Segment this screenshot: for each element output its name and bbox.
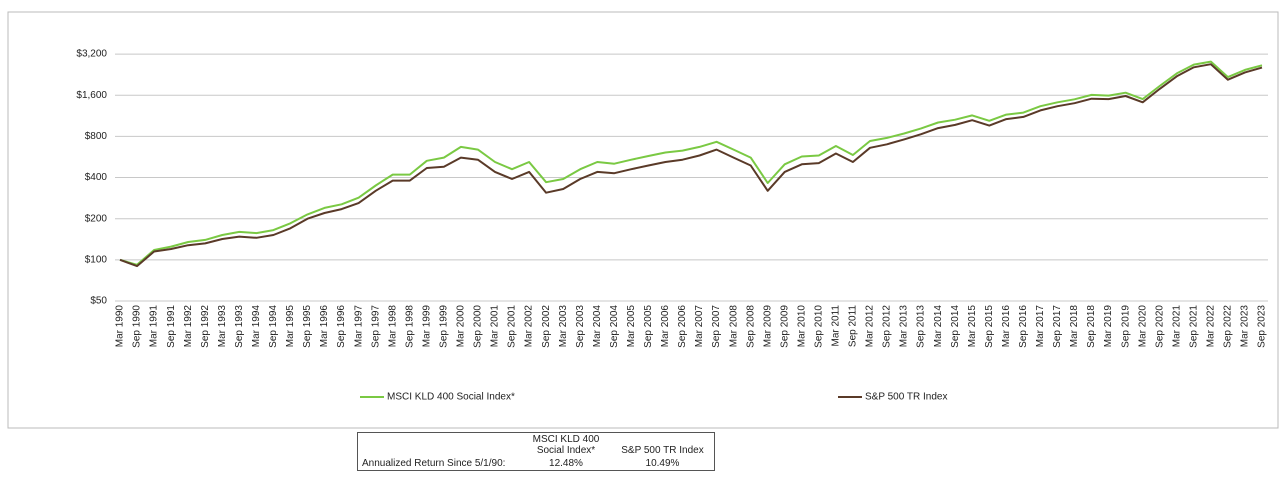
x-tick-label: Sep 2004 [609, 305, 620, 348]
x-tick-label: Sep 2008 [745, 305, 756, 348]
x-tick-label: Mar 2014 [933, 305, 944, 348]
x-tick-label: Sep 2006 [677, 305, 688, 348]
x-tick-label: Mar 2023 [1240, 305, 1251, 348]
x-tick-label: Mar 2018 [1069, 305, 1080, 348]
table-row: Annualized Return Since 5/1/90: 12.48% 1… [358, 457, 715, 471]
x-tick-label: Mar 2008 [728, 305, 739, 348]
x-tick-label: Sep 1996 [336, 305, 347, 348]
x-tick-label: Sep 1999 [438, 305, 449, 348]
x-tick-label: Sep 2009 [779, 305, 790, 348]
x-tick-label: Mar 2007 [694, 305, 705, 348]
x-tick-label: Mar 1999 [421, 305, 432, 348]
x-tick-label: Sep 2012 [882, 305, 893, 348]
x-tick-label: Sep 1990 [132, 305, 143, 348]
x-tick-label: Sep 2019 [1120, 305, 1131, 348]
series-line [119, 60, 1263, 266]
x-tick-label: Mar 2017 [1035, 305, 1046, 348]
x-tick-label: Mar 2009 [762, 305, 773, 348]
x-tick-label: Mar 2022 [1206, 305, 1217, 348]
x-tick-label: Mar 1997 [353, 305, 364, 348]
legend-label: S&P 500 TR Index [865, 392, 947, 403]
table-header: MSCI KLD 400 Social Index* S&P 500 TR In… [358, 433, 715, 458]
x-tick-label: Mar 2015 [967, 305, 978, 348]
x-tick-label: Mar 2002 [524, 305, 535, 348]
x-tick-label: Sep 2015 [984, 305, 995, 348]
cell: 10.49% [645, 458, 680, 469]
header-cell: S&P 500 TR Index [621, 445, 704, 456]
x-tick-label: Sep 2000 [473, 305, 484, 348]
x-tick-label: Mar 2016 [1001, 305, 1012, 348]
legend-label: MSCI KLD 400 Social Index* [387, 392, 515, 403]
x-tick-label: Sep 2020 [1154, 305, 1165, 348]
x-tick-label: Mar 2006 [660, 305, 671, 348]
x-tick-label: Mar 1990 [115, 305, 126, 348]
x-tick-label: Mar 1992 [183, 305, 194, 348]
y-tick-label: $3,200 [76, 49, 107, 60]
x-tick-label: Sep 2014 [950, 305, 961, 348]
cell: 12.48% [549, 458, 583, 469]
x-tick-label: Mar 2013 [899, 305, 910, 348]
x-tick-label: Sep 1995 [302, 305, 313, 348]
x-tick-label: Mar 1994 [251, 305, 262, 348]
x-tick-label: Sep 2010 [813, 305, 824, 348]
x-tick-label: Mar 1998 [387, 305, 398, 348]
chart: $50 $100 $200 $400 $800 $1,600 $3,200 Mar 1990 S… [7, 11, 1279, 429]
x-tick-label: Mar 2005 [626, 305, 637, 348]
y-tick-label: $400 [85, 172, 108, 183]
x-tick-label: Sep 2007 [711, 305, 722, 348]
chart-border [7, 11, 1279, 429]
x-tick-label: Sep 1998 [404, 305, 415, 348]
x-tick-label: Mar 2012 [865, 305, 876, 348]
y-tick-label: $100 [85, 254, 108, 265]
x-tick-label: Sep 2017 [1052, 305, 1063, 348]
x-tick-label: Sep 2016 [1018, 305, 1029, 348]
x-tick-label: Sep 2013 [916, 305, 927, 348]
x-tick-label: Sep 2021 [1188, 305, 1199, 348]
x-tick-label: Sep 2018 [1086, 305, 1097, 348]
x-tick-label: Mar 2020 [1137, 305, 1148, 348]
series-line [119, 63, 1263, 268]
x-tick-label: Sep 1993 [234, 305, 245, 348]
x-tick-label: Sep 1991 [166, 305, 177, 348]
x-tick-label: Mar 2010 [796, 305, 807, 348]
y-tick-label: $800 [85, 131, 108, 142]
x-tick-label: Sep 1994 [268, 305, 279, 348]
x-tick-label: Mar 2004 [592, 305, 603, 348]
x-tick-label: Sep 1997 [370, 305, 381, 348]
x-tick-label: Mar 2011 [831, 305, 842, 347]
x-tick-label: Mar 2001 [490, 305, 501, 348]
x-tick-label: Mar 1991 [149, 305, 160, 348]
x-tick-label: Mar 2019 [1103, 305, 1114, 348]
header-blank [358, 433, 522, 458]
x-tick-label: Mar 1996 [319, 305, 330, 348]
header-cell: MSCI KLD 400 Social Index* [532, 434, 600, 456]
y-tick-label: $1,600 [76, 90, 107, 101]
row-label: Annualized Return Since 5/1/90: [362, 458, 506, 469]
x-tick-label: Mar 2003 [558, 305, 569, 348]
x-tick-label: Mar 1995 [285, 305, 296, 348]
x-tick-label: Mar 2000 [456, 305, 467, 348]
x-tick-label: Sep 2022 [1223, 305, 1234, 348]
x-tick-label: Sep 2003 [575, 305, 586, 348]
x-tick-label: Mar 1993 [217, 305, 228, 348]
x-tick-label: Sep 2001 [507, 305, 518, 348]
x-tick-label: Sep 1992 [200, 305, 211, 348]
x-tick-label: Sep 2023 [1257, 305, 1268, 348]
summary-table: MSCI KLD 400 Social Index* S&P 500 TR In… [357, 432, 715, 471]
y-tick-label: $200 [85, 213, 108, 224]
x-tick-label: Sep 2011 [848, 305, 859, 348]
x-tick-label: Mar 2021 [1171, 305, 1182, 348]
x-tick-label: Sep 2005 [643, 305, 654, 348]
y-tick-label: $50 [90, 296, 107, 307]
x-tick-label: Sep 2002 [541, 305, 552, 348]
